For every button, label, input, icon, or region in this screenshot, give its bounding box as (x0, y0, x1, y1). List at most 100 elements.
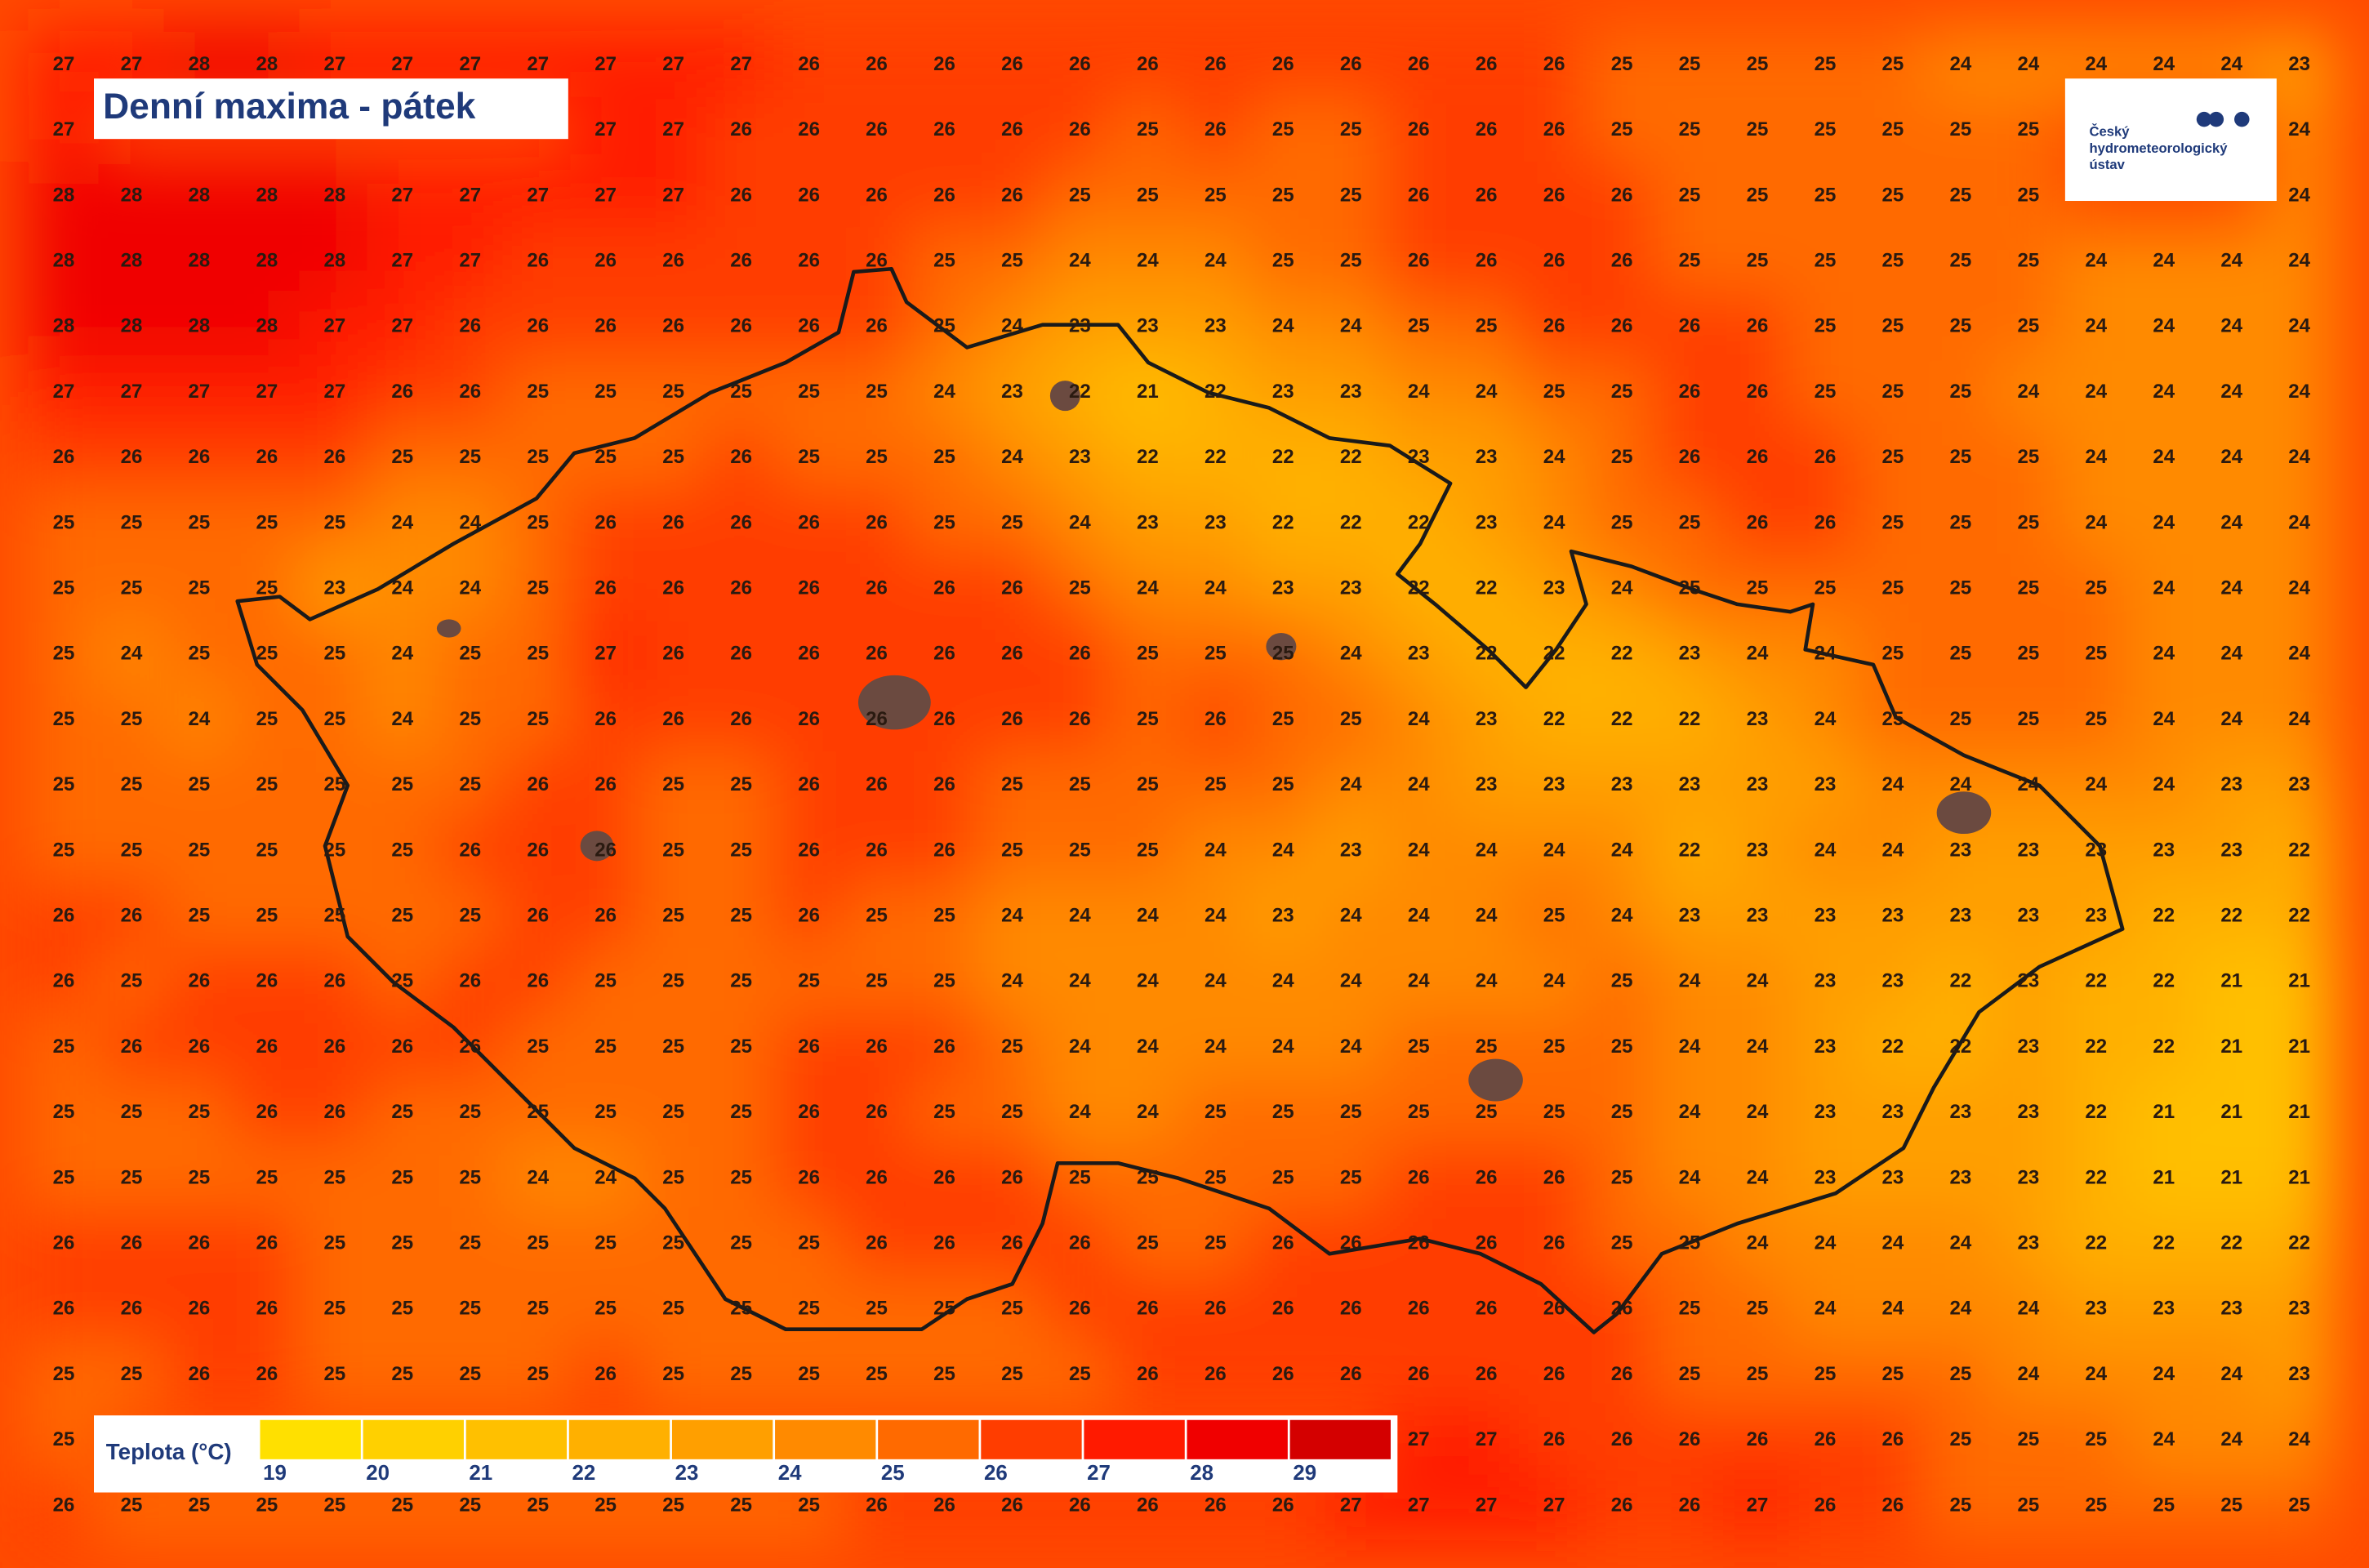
temperature-value: 25 (1679, 184, 1701, 206)
temperature-value: 26 (1069, 53, 1091, 75)
temperature-value: 26 (1272, 1363, 1294, 1385)
temperature-value: 26 (256, 446, 278, 468)
temperature-value: 25 (2017, 511, 2039, 533)
temperature-cell (163, 227, 235, 296)
temperature-value: 26 (1069, 708, 1091, 730)
temperature-cell (2196, 1472, 2268, 1540)
temperature-cell (28, 1472, 100, 1540)
temperature-cell (231, 817, 303, 885)
temperature-cell (299, 358, 371, 427)
temperature-cell (1315, 1209, 1387, 1279)
temperature-value: 25 (391, 1363, 413, 1385)
temperature-cell (841, 292, 912, 362)
temperature-value: 24 (1679, 970, 1701, 992)
temperature-cell (96, 620, 167, 689)
temperature-value: 24 (391, 708, 413, 730)
temperature-value: 22 (2153, 905, 2175, 927)
temperature-cell (2128, 685, 2200, 755)
temperature-value: 24 (1815, 1298, 1837, 1320)
temperature-cell (1654, 685, 1726, 755)
temperature-value: 28 (121, 184, 143, 206)
temperature-value: 26 (866, 708, 888, 730)
temperature-cell (1383, 1144, 1454, 1213)
temperature-cell (367, 1275, 439, 1344)
temperature-cell (1789, 1078, 1861, 1147)
temperature-cell (1112, 685, 1183, 755)
temperature-cell (2264, 358, 2336, 427)
temperature-value: 25 (1137, 184, 1159, 206)
temperature-value: 24 (1476, 970, 1498, 992)
temperature-cell (1247, 227, 1319, 296)
temperature-cell (28, 1209, 100, 1279)
temperature-value: 25 (1137, 643, 1159, 665)
temperature-value: 26 (1747, 446, 1769, 468)
temperature-value: 25 (256, 1166, 278, 1188)
temperature-value: 25 (730, 839, 752, 861)
temperature-value: 25 (730, 1232, 752, 1254)
temperature-cell (1112, 1275, 1183, 1344)
temperature-value: 25 (121, 708, 143, 730)
temperature-cell (1925, 1209, 1997, 1279)
temperature-value: 25 (459, 1363, 481, 1385)
temperature-value: 26 (730, 446, 752, 468)
temperature-cell (28, 30, 100, 100)
temperature-cell (1993, 1144, 2064, 1213)
temperature-cell (1450, 620, 1522, 689)
temperature-value: 26 (1001, 1232, 1023, 1254)
temperature-value: 25 (121, 839, 143, 861)
temperature-cell (1044, 96, 1115, 165)
temperature-value: 25 (1611, 1036, 1633, 1058)
temperature-value: 26 (189, 1363, 211, 1385)
temperature-cell (977, 489, 1048, 558)
temperature-cell (570, 489, 642, 558)
temperature-cell (2196, 227, 2268, 296)
temperature-cell (28, 1405, 100, 1475)
temperature-cell (570, 685, 642, 755)
temperature-value: 23 (1340, 839, 1362, 861)
temperature-cell (1925, 358, 1997, 427)
temperature-cell (434, 358, 506, 427)
temperature-cell (977, 227, 1048, 296)
temperature-cell (1857, 161, 1929, 230)
temperature-cell (434, 1275, 506, 1344)
temperature-cell (1654, 227, 1726, 296)
temperature-cell (773, 817, 844, 885)
temperature-value: 25 (1137, 118, 1159, 140)
temperature-value: 24 (1747, 1232, 1769, 1254)
temperature-cell (1654, 1013, 1726, 1082)
temperature-value: 22 (2288, 1232, 2310, 1254)
temperature-value: 23 (1679, 643, 1701, 665)
temperature-value: 26 (866, 53, 888, 75)
temperature-cell (163, 1078, 235, 1147)
temperature-cell (28, 882, 100, 951)
temperature-value: 23 (1476, 773, 1498, 795)
temperature-value: 26 (459, 381, 481, 403)
temperature-value: 25 (256, 1494, 278, 1516)
temperature-cell (706, 947, 777, 1017)
temperature-cell (1789, 358, 1861, 427)
temperature-cell (96, 1275, 167, 1344)
temperature-value: 25 (1137, 1166, 1159, 1188)
temperature-cell (1925, 1472, 1997, 1540)
temperature-cell (299, 685, 371, 755)
temperature-cell (909, 489, 980, 558)
temperature-value: 27 (594, 53, 617, 75)
temperature-cell (163, 620, 235, 689)
temperature-value: 21 (2288, 1166, 2310, 1188)
temperature-value: 23 (1272, 905, 1294, 927)
temperature-value: 22 (2085, 1232, 2107, 1254)
temperature-value: 25 (527, 1101, 549, 1123)
temperature-value: 23 (1882, 1101, 1904, 1123)
temperature-value: 22 (1882, 1036, 1904, 1058)
temperature-value: 25 (1408, 1101, 1430, 1123)
temperature-value: 24 (2153, 577, 2175, 599)
temperature-value: 26 (730, 184, 752, 206)
temperature-cell (909, 1144, 980, 1213)
temperature-cell (1112, 947, 1183, 1017)
temperature-value: 22 (2085, 1036, 2107, 1058)
temperature-cell (909, 1340, 980, 1410)
temperature-value: 25 (189, 1101, 211, 1123)
temperature-value: 25 (1272, 708, 1294, 730)
temperature-value: 27 (662, 53, 684, 75)
temperature-value: 25 (1679, 53, 1701, 75)
